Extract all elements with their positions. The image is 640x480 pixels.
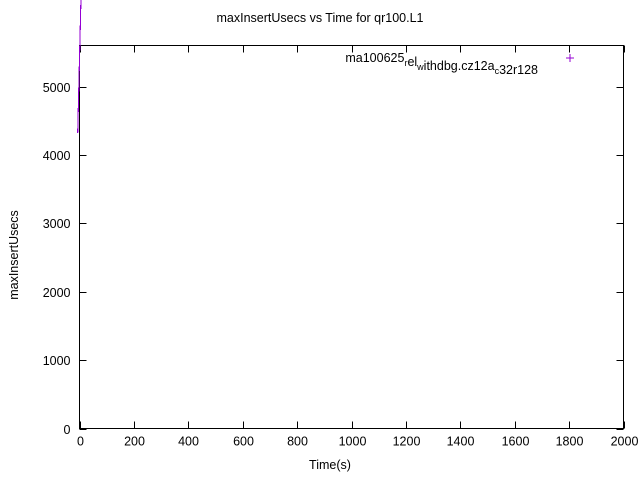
chart-legend: ma100625relwithdbg.cz12ac32r128 bbox=[345, 51, 574, 77]
y-tick-label: 1000 bbox=[43, 354, 71, 368]
data-point-layer bbox=[77, 0, 82, 134]
legend-series-label: ma100625relwithdbg.cz12ac32r128 bbox=[345, 51, 538, 77]
chart-title: maxInsertUsecs vs Time for qr100.L1 bbox=[216, 11, 423, 25]
x-tick-label: 1600 bbox=[502, 435, 530, 449]
x-tick-label: 800 bbox=[287, 435, 308, 449]
y-tick-label: 0 bbox=[64, 423, 71, 437]
x-tick-label: 600 bbox=[233, 435, 254, 449]
y-tick-label: 3000 bbox=[43, 217, 71, 231]
x-tick-label: 1200 bbox=[393, 435, 421, 449]
y-tick-label: 2000 bbox=[43, 286, 71, 300]
x-tick-label: 1400 bbox=[447, 435, 475, 449]
y-tick-label: 4000 bbox=[43, 149, 71, 163]
plot-frame bbox=[79, 45, 624, 429]
series-points bbox=[77, 0, 82, 134]
x-tick-label: 400 bbox=[178, 435, 199, 449]
y-axis-ticks: 0 1000 2000 3000 4000 5000 bbox=[43, 81, 624, 437]
x-axis-title: Time(s) bbox=[309, 458, 351, 472]
x-tick-label: 1800 bbox=[556, 435, 584, 449]
x-tick-label: 200 bbox=[124, 435, 145, 449]
x-tick-label: 2000 bbox=[611, 435, 639, 449]
legend-plus-icon bbox=[566, 54, 574, 62]
x-tick-label: 0 bbox=[77, 435, 84, 449]
y-tick-label: 5000 bbox=[43, 81, 71, 95]
x-tick-label: 1000 bbox=[339, 435, 367, 449]
x-axis-ticks: 0 200 400 600 800 1000 1200 1400 1600 1800 2000 bbox=[77, 45, 639, 449]
legend-marker-plus-icon bbox=[566, 54, 574, 62]
data-point-marker bbox=[77, 0, 82, 134]
y-axis-title: maxInsertUsecs bbox=[7, 210, 21, 300]
